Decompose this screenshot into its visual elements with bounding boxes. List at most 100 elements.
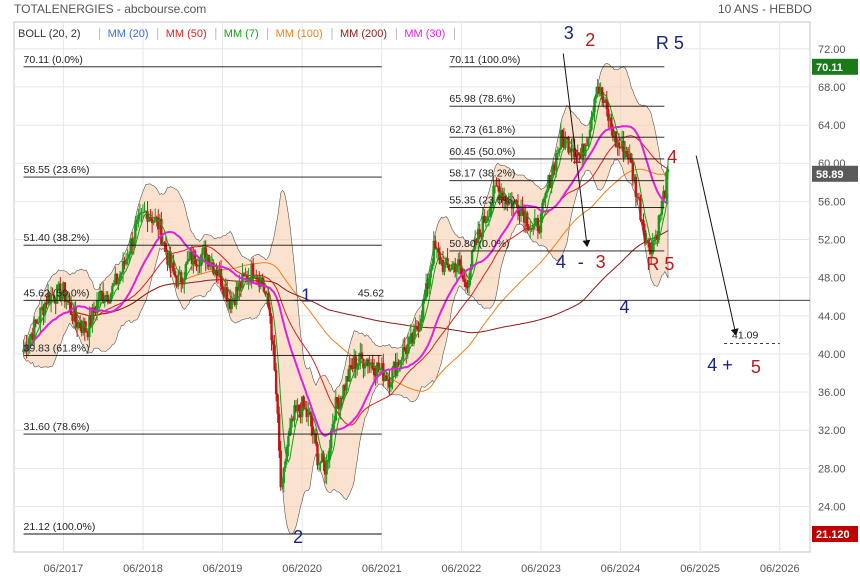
candle-body xyxy=(82,321,85,333)
candle-body xyxy=(506,201,509,205)
candle-body xyxy=(657,215,661,240)
candle-body xyxy=(320,453,324,463)
candle-body xyxy=(452,263,455,265)
candle-body xyxy=(95,300,99,313)
candle-body xyxy=(438,252,442,265)
candle-body xyxy=(611,128,615,138)
candle-body xyxy=(352,356,356,369)
ma-200-line xyxy=(23,230,669,350)
candle-body xyxy=(463,279,466,283)
candle-body xyxy=(114,273,117,284)
candle-body xyxy=(631,162,634,181)
candle-body xyxy=(215,270,218,276)
candle-body xyxy=(349,365,353,369)
candle-body xyxy=(415,326,419,330)
candle-body xyxy=(637,197,641,199)
candle-body xyxy=(42,306,45,316)
candle-body xyxy=(184,264,188,279)
candle-body xyxy=(235,286,238,305)
candle-body xyxy=(115,273,119,285)
candle-body xyxy=(633,176,636,181)
candle-body xyxy=(423,298,426,301)
candle-body xyxy=(550,176,553,188)
candle-body xyxy=(296,404,299,411)
candle-body xyxy=(189,251,192,259)
y-tick-label: 68.00 xyxy=(818,82,846,94)
candle-body xyxy=(596,86,599,95)
candle-body xyxy=(607,109,610,121)
candle-body xyxy=(437,248,440,253)
ma-7-line xyxy=(23,94,669,464)
candle-body xyxy=(88,315,91,338)
candle-body xyxy=(542,198,546,203)
fib-label: 58.55 (23.6%) xyxy=(24,164,90,176)
candle-body xyxy=(33,319,36,340)
candle-body xyxy=(645,241,648,244)
candle-body xyxy=(565,137,569,139)
candle-body xyxy=(31,333,34,340)
candle-body xyxy=(140,212,143,214)
candle-body xyxy=(52,295,56,302)
candle-body xyxy=(322,453,325,463)
candle-body xyxy=(137,214,140,220)
candle-body xyxy=(210,262,214,265)
candle-body xyxy=(457,259,460,266)
candle-body xyxy=(106,294,109,302)
candle-body xyxy=(46,292,50,305)
candle-body xyxy=(158,218,161,230)
candle-body xyxy=(424,283,428,299)
candle-body xyxy=(503,195,506,201)
candle-body xyxy=(464,282,468,288)
candle-body xyxy=(91,307,94,326)
trend-arrow xyxy=(562,53,591,248)
candle-body xyxy=(336,397,339,403)
candle-body xyxy=(478,229,481,234)
candle-body xyxy=(398,360,402,365)
candle-body xyxy=(150,218,154,224)
candle-body xyxy=(121,261,125,273)
candle-body xyxy=(495,185,498,187)
candle-body xyxy=(570,148,573,152)
candle-body xyxy=(429,269,432,278)
candle-body xyxy=(509,200,512,202)
candle-body xyxy=(581,143,584,158)
candle-body xyxy=(454,263,457,273)
candle-body xyxy=(518,213,521,217)
candle-body xyxy=(504,195,507,202)
candle-body xyxy=(101,292,105,303)
candle-body xyxy=(22,349,25,353)
candle-body xyxy=(132,238,135,247)
candle-body xyxy=(186,261,189,265)
candle-body xyxy=(365,359,368,367)
candle-body xyxy=(392,361,396,368)
candle-body xyxy=(466,287,469,289)
candle-body xyxy=(48,292,51,304)
candle-body xyxy=(553,164,556,171)
candle-body xyxy=(380,363,383,370)
candle-body xyxy=(163,242,166,244)
candle-body xyxy=(567,137,570,153)
candle-body xyxy=(169,251,172,268)
candle-body xyxy=(180,272,183,283)
target-label: 41.09 xyxy=(732,330,758,342)
candle-body xyxy=(354,356,357,370)
candle-body xyxy=(627,153,630,160)
y-tick-label: 52.00 xyxy=(818,235,846,247)
candle-body xyxy=(400,359,403,361)
candle-body xyxy=(386,378,390,381)
candle-body xyxy=(201,248,204,255)
candle-body xyxy=(253,277,256,279)
y-tick-label: 64.00 xyxy=(818,120,846,132)
x-tick-label: 06/2020 xyxy=(282,563,322,575)
candle-body xyxy=(519,206,523,217)
candle-body xyxy=(288,427,292,437)
y-tick-label: 24.00 xyxy=(818,502,846,514)
candle-body xyxy=(412,329,416,344)
candle-body xyxy=(166,251,169,265)
candle-body xyxy=(187,258,191,262)
candle-body xyxy=(434,240,437,250)
candle-body xyxy=(348,365,351,382)
candle-body xyxy=(334,397,338,421)
wave-label: 1 xyxy=(572,147,582,167)
